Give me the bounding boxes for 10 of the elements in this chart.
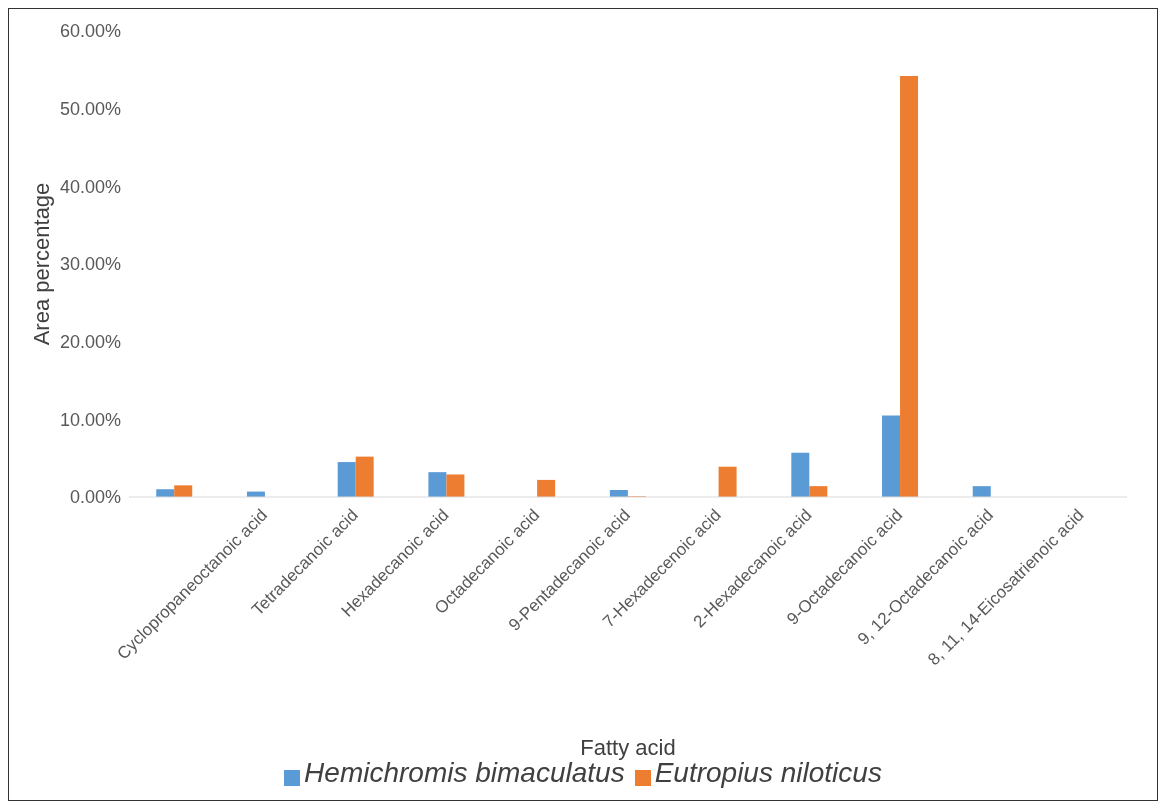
y-tick-label: 30.00%	[59, 254, 121, 275]
y-tick-label: 50.00%	[59, 99, 121, 120]
y-tick-label: 20.00%	[59, 332, 121, 353]
x-axis-title: Fatty acid	[580, 735, 676, 760]
y-tick-label: 40.00%	[59, 176, 121, 197]
y-tick-label: 0.00%	[69, 487, 121, 508]
y-axis-title: Area percentage	[28, 182, 54, 346]
y-tick-label: 10.00%	[59, 409, 121, 430]
y-tick-label: 60.00%	[59, 21, 121, 42]
legend-label: Eutropius niloticus	[654, 757, 882, 788]
